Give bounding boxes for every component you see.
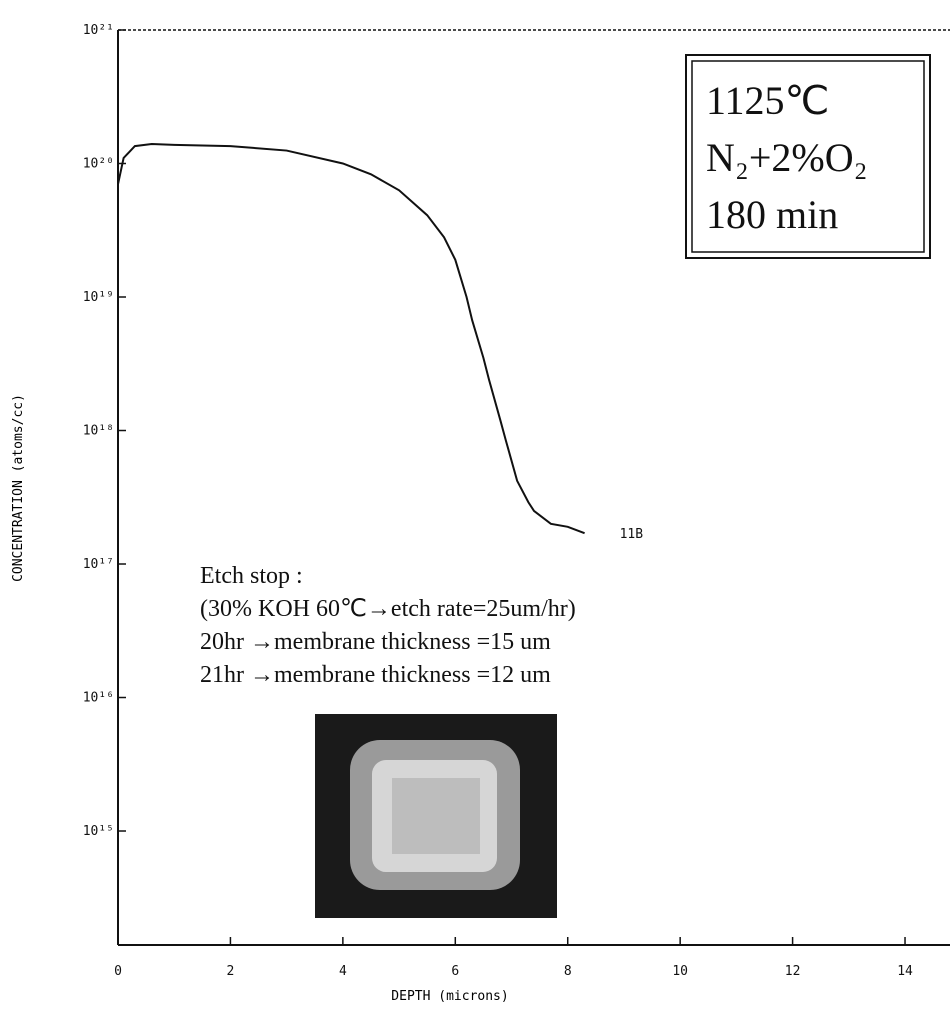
y-tick-label: 10¹⁹ xyxy=(83,290,114,305)
x-tick-label: 14 xyxy=(897,964,913,979)
y-tick-label: 10¹⁶ xyxy=(83,691,114,706)
x-tick-label: 12 xyxy=(785,964,801,979)
x-tick-label: 10 xyxy=(672,964,688,979)
etch-note: 21hr →membrane thickness =12 um xyxy=(200,662,551,688)
x-tick-label: 0 xyxy=(114,964,122,979)
x-tick-label: 8 xyxy=(564,964,572,979)
y-tick-label: 10¹⁷ xyxy=(83,557,114,572)
condition-text: 180 min xyxy=(706,192,838,237)
x-tick-label: 4 xyxy=(339,964,347,979)
y-tick-label: 10¹⁸ xyxy=(83,424,114,439)
condition-text: N₂+2%O₂ xyxy=(706,135,868,180)
annotation-box xyxy=(685,54,931,259)
etch-note: Etch stop : xyxy=(200,563,303,589)
annotation-box-inner xyxy=(691,60,925,253)
x-axis-label: DEPTH (microns) xyxy=(391,989,508,1004)
series-label: 11B xyxy=(620,527,644,542)
data-line xyxy=(117,142,585,535)
y-axis-label: CONCENTRATION (atoms/cc) xyxy=(11,394,26,582)
x-tick-label: 2 xyxy=(227,964,235,979)
membrane-photo xyxy=(315,714,557,918)
etch-note: (30% KOH 60℃→etch rate=25um/hr) xyxy=(200,596,576,622)
y-tick-label: 10²⁰ xyxy=(83,157,114,172)
etch-note: 20hr →membrane thickness =15 um xyxy=(200,629,551,655)
x-tick-label: 6 xyxy=(451,964,459,979)
condition-text: 1125℃ xyxy=(706,78,829,123)
y-tick-label: 10²¹ xyxy=(83,23,114,38)
y-tick-label: 10¹⁵ xyxy=(83,824,114,839)
